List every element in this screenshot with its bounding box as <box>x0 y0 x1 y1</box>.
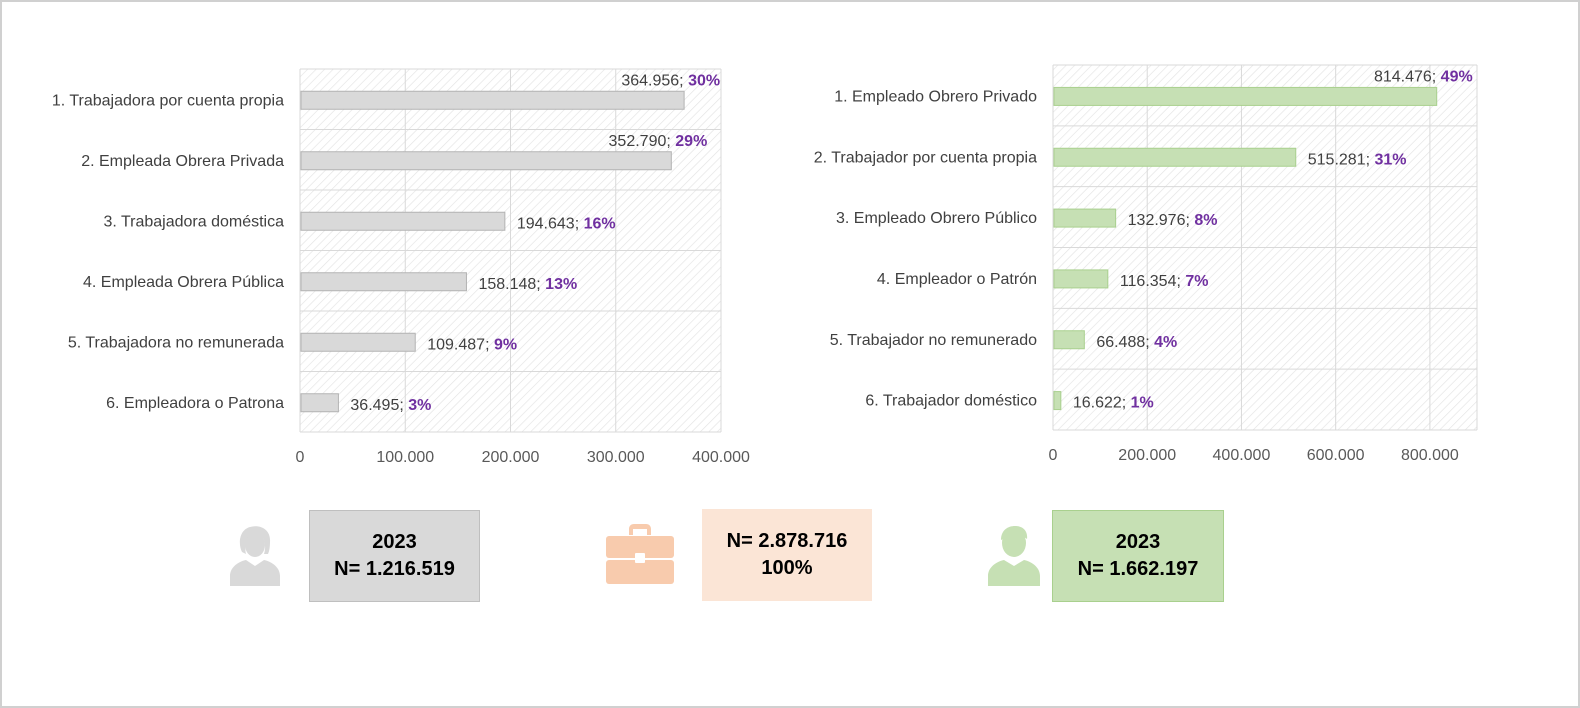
briefcase-icon <box>606 524 674 584</box>
women-bar <box>300 90 685 110</box>
men-bar <box>1053 330 1085 350</box>
women-value-label: 158.148; 13% <box>478 276 577 293</box>
total-summary-box: N= 2.878.716 100% <box>702 509 872 601</box>
women-summary-count: N= 1.216.519 <box>334 558 455 580</box>
men-value-label: 814.476; 49% <box>1374 68 1473 85</box>
men-category-label: 1. Empleado Obrero Privado <box>834 88 1037 105</box>
men-value-number: 814.476; <box>1374 68 1441 85</box>
men-value-label: 515.281; 31% <box>1308 151 1407 168</box>
women-bar <box>300 272 467 292</box>
men-value-percent: 8% <box>1194 212 1217 229</box>
women-category-label: 1. Trabajadora por cuenta propia <box>52 92 284 109</box>
men-employment-chart: 0 200.000 400.000 600.000 800.000 1. Empleado… <box>814 64 1478 464</box>
men-tick-label: 800.000 <box>1401 447 1459 464</box>
women-value-number: 109.487; <box>427 336 494 353</box>
men-bar <box>1053 269 1109 289</box>
men-value-label: 116.354; 7% <box>1120 273 1209 290</box>
women-tick-label: 300.000 <box>587 449 645 466</box>
men-value-percent: 4% <box>1154 334 1177 351</box>
women-category-label: 6. Empleadora o Patrona <box>106 395 284 412</box>
women-value-number: 194.643; <box>517 215 584 232</box>
men-value-label: 66.488; 4% <box>1096 334 1177 351</box>
men-tick-label: 200.000 <box>1118 447 1176 464</box>
women-value-percent: 30% <box>688 72 720 89</box>
men-value-percent: 7% <box>1185 273 1208 290</box>
women-value-label: 364.956; 30% <box>621 72 720 89</box>
men-bar <box>1053 86 1438 106</box>
women-employment-chart: 0 100.000 200.000 300.000 400.000 1. Trabajad… <box>52 68 750 466</box>
men-tick-label: 400.000 <box>1213 447 1271 464</box>
men-summary-year: 2023 <box>1115 531 1161 553</box>
men-value-label: 16.622; 1% <box>1073 395 1154 412</box>
men-value-percent: 31% <box>1374 151 1406 168</box>
women-value-percent: 29% <box>675 133 707 150</box>
women-category-label: 5. Trabajadora no remunerada <box>68 334 284 351</box>
men-value-number: 132.976; <box>1128 212 1195 229</box>
women-category-label: 2. Empleada Obrera Privada <box>81 153 284 170</box>
women-value-label: 352.790; 29% <box>609 133 708 150</box>
women-category-label: 3. Trabajadora doméstica <box>103 213 284 230</box>
women-value-label: 194.643; 16% <box>517 215 616 232</box>
total-summary-count: N= 2.878.716 <box>726 530 848 552</box>
women-tick-label: 0 <box>296 449 305 466</box>
women-value-percent: 3% <box>408 397 431 414</box>
women-tick-label: 400.000 <box>692 449 750 466</box>
men-summary-count: N= 1.662.197 <box>1077 558 1199 580</box>
men-tick-label: 600.000 <box>1307 447 1365 464</box>
men-category-label: 4. Empleador o Patrón <box>877 271 1037 288</box>
women-tick-label: 100.000 <box>376 449 434 466</box>
men-value-number: 66.488; <box>1096 334 1154 351</box>
men-value-label: 132.976; 8% <box>1128 212 1218 229</box>
women-bar <box>300 151 672 171</box>
men-bar <box>1053 208 1117 228</box>
men-category-label: 5. Trabajador no remunerado <box>830 332 1037 349</box>
women-bar <box>300 332 416 352</box>
men-bar <box>1053 147 1297 167</box>
men-value-number: 16.622; <box>1073 395 1131 412</box>
women-value-number: 158.148; <box>478 276 545 293</box>
man-person-icon <box>988 526 1040 586</box>
men-category-label: 6. Trabajador doméstico <box>865 393 1037 410</box>
total-summary-percent: 100% <box>761 557 813 579</box>
men-tick-label: 0 <box>1049 447 1058 464</box>
women-value-number: 36.495; <box>350 397 408 414</box>
women-tick-label: 200.000 <box>482 449 540 466</box>
women-summary-year: 2023 <box>372 531 417 553</box>
men-summary-box: 2023 N= 1.662.197 <box>1052 510 1224 602</box>
woman-person-icon <box>230 526 280 586</box>
men-value-percent: 49% <box>1441 68 1473 85</box>
men-category-label: 3. Empleado Obrero Público <box>836 210 1037 227</box>
men-value-number: 515.281; <box>1308 151 1375 168</box>
women-value-percent: 9% <box>494 336 517 353</box>
women-value-number: 352.790; <box>609 133 676 150</box>
men-value-number: 116.354; <box>1120 273 1186 290</box>
women-value-percent: 13% <box>545 276 577 293</box>
women-value-number: 364.956; <box>621 72 688 89</box>
women-value-label: 109.487; 9% <box>427 336 517 353</box>
men-category-label: 2. Trabajador por cuenta propia <box>814 149 1037 166</box>
women-value-percent: 16% <box>584 215 616 232</box>
women-value-label: 36.495; 3% <box>350 397 431 414</box>
women-bar <box>300 211 506 231</box>
women-category-label: 4. Empleada Obrera Pública <box>83 274 284 291</box>
men-bar <box>1053 391 1062 411</box>
women-bar <box>300 393 339 413</box>
women-summary-box: 2023 N= 1.216.519 <box>309 510 480 602</box>
men-value-percent: 1% <box>1131 395 1154 412</box>
